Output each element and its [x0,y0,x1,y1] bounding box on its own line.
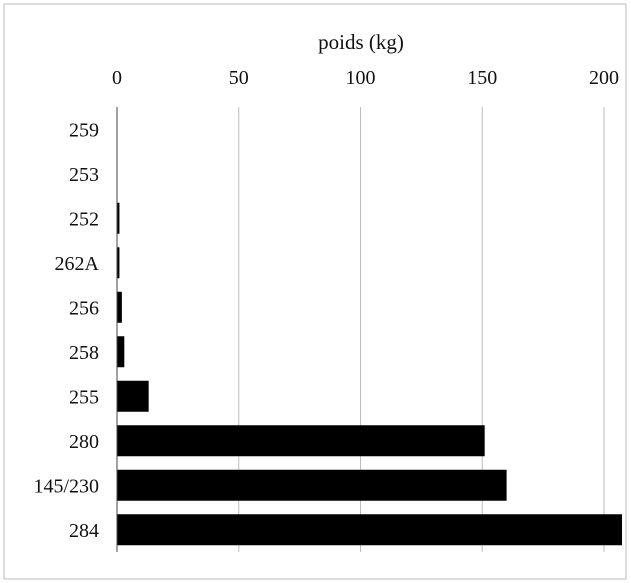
x-tick-label-200: 200 [589,67,619,89]
category-label-280: 280 [69,431,99,453]
category-label-255: 255 [69,386,99,408]
category-label-258: 258 [69,342,99,364]
x-tick-label-0: 0 [112,67,122,89]
x-tick-label-150: 150 [467,67,497,89]
chart-frame [3,3,627,580]
category-label-252: 252 [69,208,99,230]
bar-145-230 [117,469,507,501]
x-tick-label-50: 50 [229,67,249,89]
category-label-256: 256 [69,297,99,319]
bar-252 [117,202,120,234]
category-label-145-230: 145/230 [33,475,99,497]
bar-258 [117,336,125,368]
category-label-284: 284 [69,520,99,542]
category-label-259: 259 [69,119,99,141]
category-labels: 259 253 252 262A 256 258 255 280 145/230 284 [33,119,99,542]
x-axis-title: poids (kg) [318,30,404,54]
bar-255 [117,380,149,412]
x-tick-label-100: 100 [346,67,376,89]
bar-284 [117,514,622,546]
category-label-253: 253 [69,164,99,186]
x-axis-ticks: 0 50 100 150 200 [112,67,619,89]
bars [117,202,622,546]
bar-262A [117,247,120,279]
category-label-262A: 262A [55,253,100,275]
bar-256 [117,291,122,323]
bar-280 [117,425,485,457]
